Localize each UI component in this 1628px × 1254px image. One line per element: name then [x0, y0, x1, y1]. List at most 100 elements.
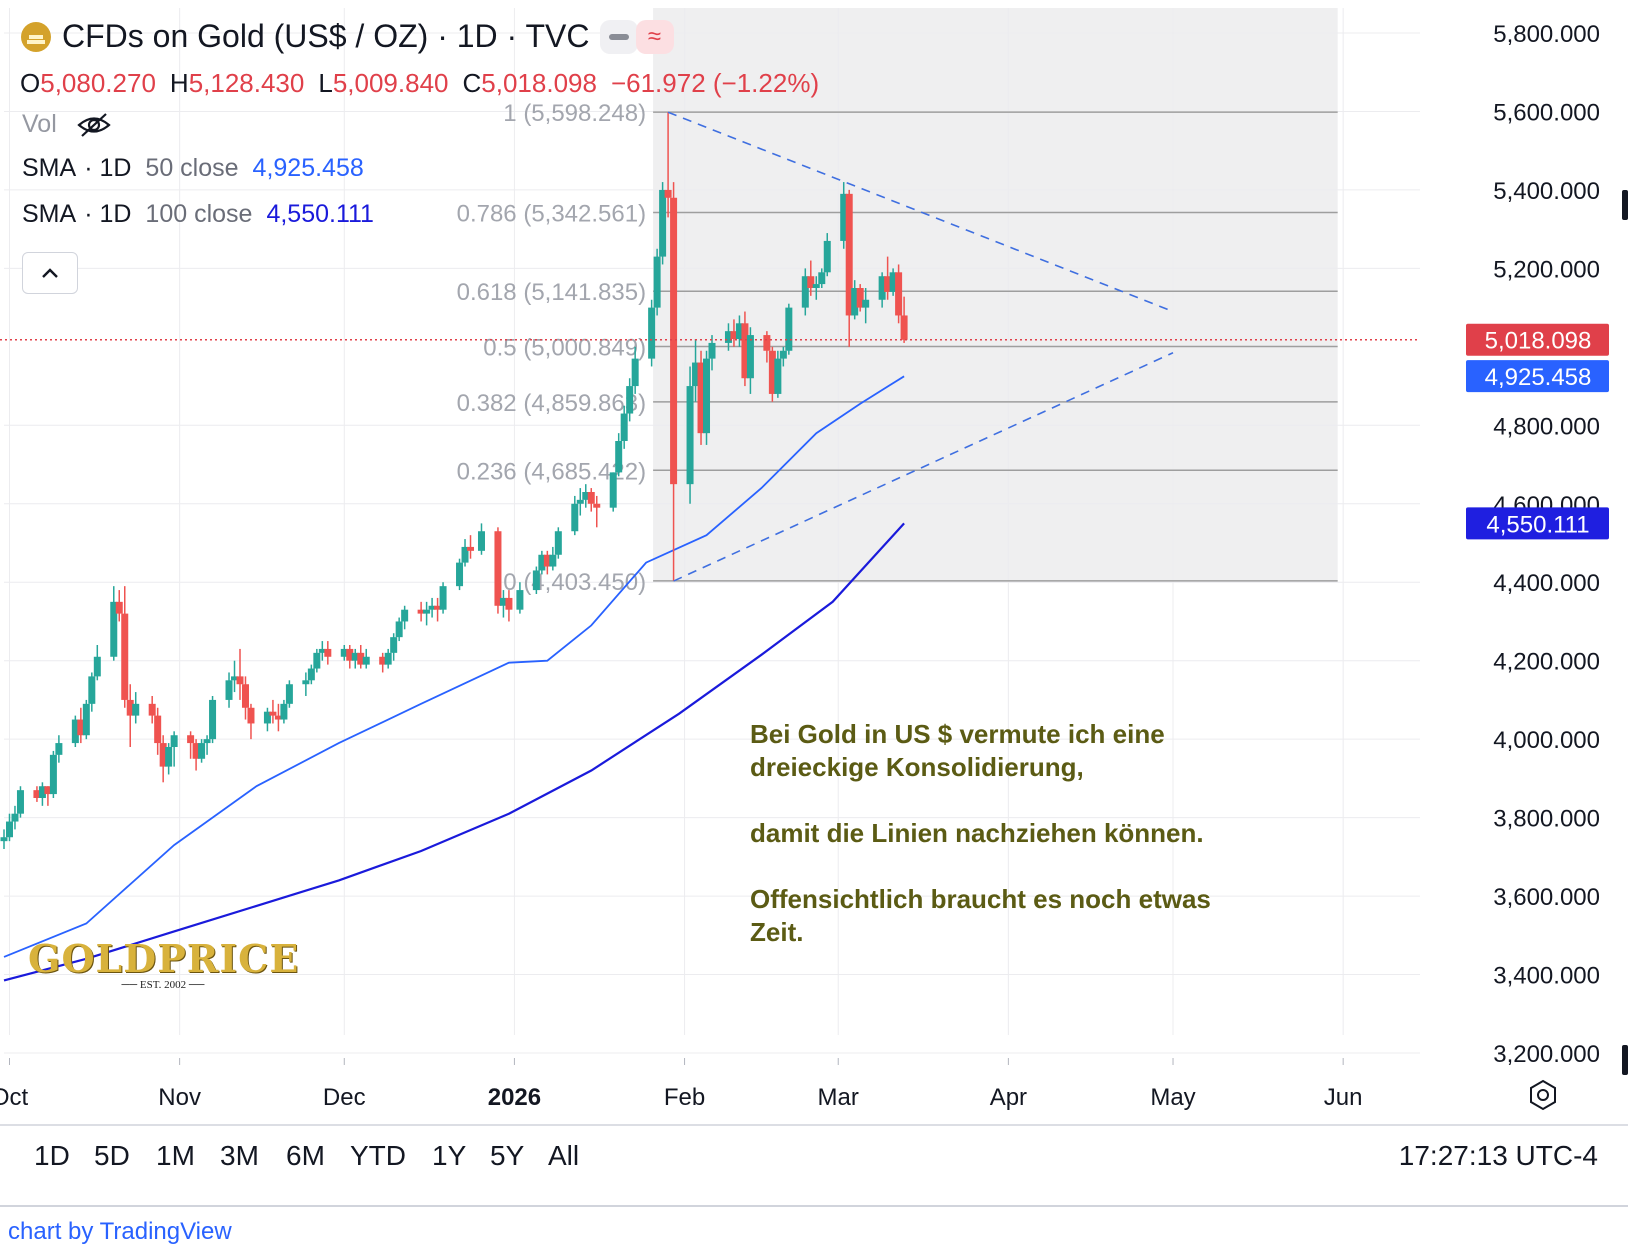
candle	[576, 488, 584, 516]
candle	[203, 735, 211, 755]
fib-level-label: 0.786 (5,342.561)	[457, 200, 646, 227]
candle	[77, 707, 85, 744]
minus-icon[interactable]	[599, 19, 638, 54]
sma100-line	[3, 522, 905, 982]
candle-body	[807, 276, 815, 288]
candle-body	[280, 703, 288, 720]
candle-body	[620, 413, 628, 441]
candle-body	[549, 554, 557, 567]
gear-center	[1537, 1089, 1549, 1101]
candle	[38, 782, 46, 806]
candle-body	[576, 499, 584, 504]
fib-level-label: 0.5 (5,000.849)	[483, 335, 646, 362]
candle-body	[774, 358, 782, 394]
annotation-line-1: Bei Gold in US $ vermute ich eine dreiec…	[750, 719, 1165, 782]
candle-body	[324, 648, 332, 657]
range-button-5y[interactable]: 5Y	[490, 1140, 525, 1171]
price-chart[interactable]: 1 (5,598.248) 0.786 (5,342.561) 0.618 (5,1…	[0, 0, 1628, 1205]
candle	[670, 182, 678, 582]
candle	[746, 327, 754, 394]
candle-body	[362, 656, 370, 665]
candle-body	[543, 554, 551, 567]
timezone-clock[interactable]: 17:27:13 UTC-4	[1398, 1140, 1598, 1171]
settings-gear-icon[interactable]	[1530, 1079, 1556, 1111]
candle	[692, 339, 700, 402]
sma100-legend[interactable]: SMA · 1D 100 close 4,550.111	[22, 200, 374, 229]
candle	[851, 280, 859, 320]
candle-body	[735, 323, 743, 339]
range-button-ytd[interactable]: YTD	[350, 1140, 406, 1171]
fib-level-label: 1 (5,598.248)	[503, 100, 646, 127]
candle-body	[351, 652, 359, 661]
candle	[16, 786, 24, 818]
candle	[390, 633, 398, 661]
y-tick-label: 4,800.000	[1493, 413, 1600, 440]
sma100-tag-bg	[1466, 507, 1609, 540]
candle	[582, 484, 590, 508]
range-button-3m[interactable]: 3M	[220, 1140, 259, 1171]
candle	[274, 703, 282, 732]
candle-body	[851, 288, 859, 316]
symbol-title[interactable]: CFDs on Gold (US$ / OZ) · 1D · TVC	[62, 18, 590, 54]
candle	[55, 735, 63, 763]
sma100-value: 4,550.111	[266, 200, 374, 228]
sma100-tag-text: 4,550.111	[1486, 511, 1589, 538]
candle	[247, 703, 255, 740]
range-button-1y[interactable]: 1Y	[432, 1140, 467, 1171]
candle	[340, 645, 348, 661]
collapse-legend-button[interactable]	[22, 252, 78, 294]
volume-indicator[interactable]: Vol	[22, 110, 111, 139]
high-value: 5,128.430	[188, 68, 305, 98]
sma50-params: · 1D	[84, 154, 132, 182]
candle-body	[477, 531, 485, 551]
candle-body	[812, 284, 820, 288]
candle	[280, 699, 288, 724]
tradingview-credit[interactable]: chart by TradingView	[8, 1218, 232, 1245]
fibonacci-zone	[653, 8, 1338, 581]
candle	[132, 692, 140, 724]
candle-body	[71, 719, 79, 744]
candle-body	[840, 193, 848, 241]
range-button-1m[interactable]: 1M	[156, 1140, 195, 1171]
candle	[812, 276, 820, 300]
candle-body	[203, 739, 211, 744]
candle-body	[121, 613, 129, 700]
fibonacci-levels: 1 (5,598.248) 0.786 (5,342.561) 0.618 (5,1…	[457, 100, 1338, 596]
candle-body	[889, 272, 897, 292]
candle	[626, 378, 634, 422]
approx-icon[interactable]: ≈	[635, 19, 674, 54]
x-tick-label: May	[1150, 1084, 1195, 1111]
sma50-tag-bg	[1466, 360, 1609, 393]
candle	[516, 582, 524, 614]
candle-body	[263, 711, 271, 724]
candle	[148, 696, 156, 724]
sma50-legend[interactable]: SMA · 1D 50 close 4,925.458	[22, 154, 364, 183]
candle-body	[659, 189, 667, 257]
y-tick-label: 3,800.000	[1493, 806, 1600, 833]
candle	[198, 739, 206, 763]
candle	[878, 272, 886, 308]
candle	[313, 648, 321, 673]
candle	[302, 672, 310, 696]
x-tick-label: Feb	[664, 1084, 705, 1111]
eye-hidden-icon[interactable]	[77, 112, 111, 138]
x-tick-label: Dec	[323, 1084, 366, 1111]
candle	[768, 346, 776, 402]
y-tick-label: 4,000.000	[1493, 727, 1600, 754]
scroll-marker	[1622, 190, 1628, 220]
candle-body	[609, 472, 617, 508]
range-button-6m[interactable]: 6M	[286, 1140, 325, 1171]
candle-body	[340, 648, 348, 657]
candle-body	[900, 315, 908, 340]
sma100-params: · 1D	[84, 200, 132, 228]
range-button-all[interactable]: All	[548, 1140, 580, 1171]
candle-body	[697, 362, 705, 434]
candle-body	[318, 648, 326, 653]
candle-body	[768, 350, 776, 394]
candle	[285, 680, 293, 708]
candle-body	[192, 743, 200, 759]
candle	[49, 750, 57, 798]
range-button-1d[interactable]: 1D	[34, 1140, 70, 1171]
range-button-5d[interactable]: 5D	[94, 1140, 130, 1171]
candle	[71, 715, 79, 747]
